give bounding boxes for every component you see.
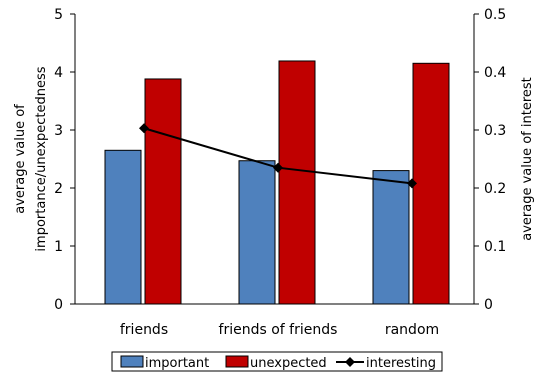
category-label: friends [120, 322, 168, 338]
legend-label-important: important [145, 356, 209, 371]
right-tick-label: 0.5 [484, 7, 506, 23]
right-tick-label: 0.2 [484, 181, 506, 197]
left-tick-label: 4 [54, 65, 63, 81]
right-tick-label: 0.3 [484, 123, 506, 139]
category-label: random [385, 322, 439, 338]
point-interesting-1 [139, 123, 149, 134]
right-axis-title: average value of interest [520, 77, 535, 241]
left-axis-title-line1: average value of [13, 104, 28, 214]
legend-swatch-important [120, 355, 144, 368]
left-tick-label: 1 [54, 239, 63, 255]
bar-important-3 [372, 170, 410, 305]
right-tick-label: 0.4 [484, 65, 506, 81]
line-interesting [143, 127, 413, 185]
bar-unexpected-1 [144, 78, 182, 305]
left-tick-label: 5 [54, 7, 63, 23]
right-tick-label: 0.1 [484, 239, 506, 255]
legend-box [111, 351, 443, 372]
category-labels-group: friends friends of friends random [120, 322, 439, 338]
left-tick-label: 0 [54, 297, 63, 313]
bar-important-1 [104, 149, 142, 305]
left-axis-title-line2: importance/unexpectedness [34, 66, 49, 251]
legend-label-unexpected: unexpected [250, 356, 327, 371]
axis-titles-group: average value of importance/unexpectednes… [13, 66, 535, 251]
line-series-group [139, 123, 417, 189]
bar-important-2 [238, 160, 276, 305]
legend-label-interesting: interesting [366, 356, 436, 371]
bar-unexpected-2 [278, 60, 316, 305]
point-interesting-3 [407, 178, 417, 189]
axes-group [70, 13, 479, 305]
category-label: friends of friends [219, 322, 338, 338]
left-tick-label: 3 [54, 123, 63, 139]
right-tick-label: 0 [484, 297, 493, 313]
legend-swatch-unexpected [225, 355, 249, 368]
left-tick-label: 2 [54, 181, 63, 197]
bar-unexpected-3 [412, 62, 450, 305]
point-interesting-2 [273, 162, 283, 173]
bars-group [104, 60, 450, 305]
legend: important unexpected interesting [111, 351, 443, 372]
tick-labels-group: 0 1 2 3 4 5 0 0.1 0.2 0.3 0.4 0.5 [54, 7, 506, 313]
legend-swatch-interesting-marker [345, 357, 355, 367]
